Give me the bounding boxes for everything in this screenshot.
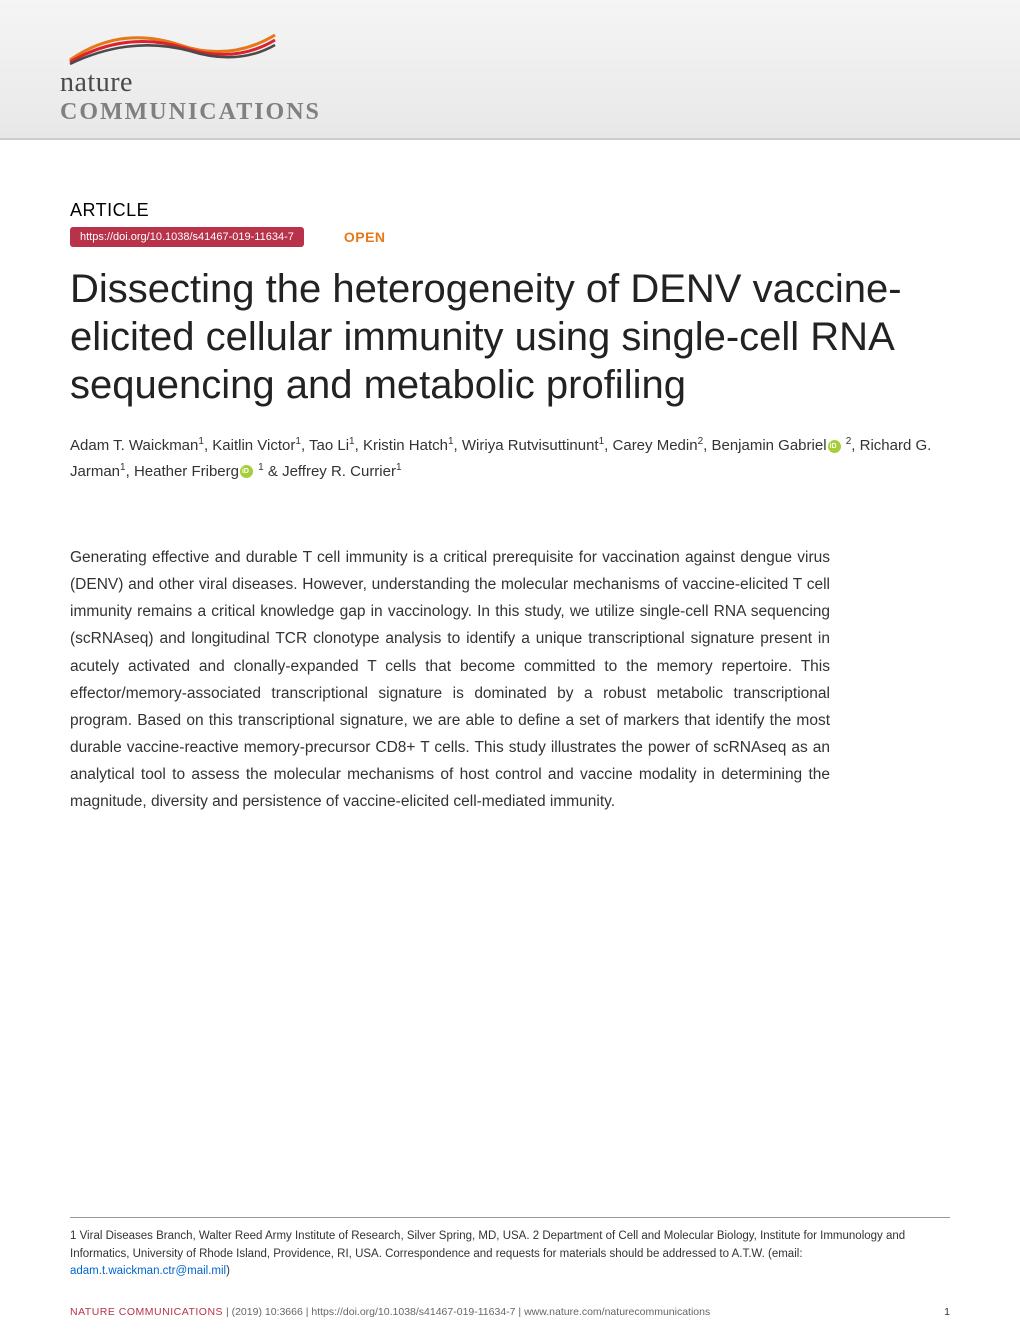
logo-communications-word: COMMUNICATIONS: [60, 99, 321, 126]
page-number: 1: [944, 1306, 950, 1318]
author: Kristin Hatch: [363, 437, 448, 454]
affil-sup: 1: [448, 436, 454, 447]
affiliations-block: 1 Viral Diseases Branch, Walter Reed Arm…: [70, 1217, 950, 1280]
logo-swoosh-icon: [60, 20, 280, 70]
author: Wiriya Rutvisuttinunt: [462, 437, 599, 454]
affil-sup: 1: [396, 462, 402, 473]
article-title: Dissecting the heterogeneity of DENV vac…: [70, 265, 950, 409]
affil-sup: 1: [349, 436, 355, 447]
orcid-icon[interactable]: [240, 465, 253, 478]
author: Tao Li: [309, 437, 349, 454]
affiliations-suffix: ): [226, 1265, 230, 1277]
author: Kaitlin Victor: [212, 437, 295, 454]
author: Jeffrey R. Currier: [282, 463, 396, 480]
affil-sup: 1: [295, 436, 301, 447]
affil-sup: 1: [120, 462, 126, 473]
open-access-label: OPEN: [344, 229, 386, 245]
affil-sup: 2: [846, 436, 852, 447]
journal-logo: nature COMMUNICATIONS: [60, 20, 321, 126]
page-footer: NATURE COMMUNICATIONS | (2019) 10:3666 |…: [70, 1306, 950, 1318]
abstract-text: Generating effective and durable T cell …: [70, 544, 830, 815]
author: Heather Friberg: [134, 463, 239, 480]
affil-sup: 2: [698, 436, 704, 447]
orcid-icon[interactable]: [828, 440, 841, 453]
doi-link[interactable]: https://doi.org/10.1038/s41467-019-11634…: [70, 227, 304, 247]
affiliations-text: 1 Viral Diseases Branch, Walter Reed Arm…: [70, 1230, 905, 1259]
author-list: Adam T. Waickman1, Kaitlin Victor1, Tao …: [70, 433, 950, 484]
logo-nature-word: nature: [60, 67, 321, 99]
logo-text: nature COMMUNICATIONS: [60, 67, 321, 126]
article-section-label: ARTICLE: [70, 200, 950, 221]
author: Benjamin Gabriel: [711, 437, 826, 454]
footer-journal: NATURE COMMUNICATIONS: [70, 1306, 223, 1318]
footer-citation: (2019) 10:3666 | https://doi.org/10.1038…: [232, 1306, 711, 1318]
article-content: ARTICLE https://doi.org/10.1038/s41467-0…: [0, 140, 1020, 815]
author: Carey Medin: [613, 437, 698, 454]
affil-sup: 1: [599, 436, 605, 447]
affil-sup: 1: [198, 436, 204, 447]
doi-row: https://doi.org/10.1038/s41467-019-11634…: [70, 227, 950, 247]
journal-banner: nature COMMUNICATIONS: [0, 0, 1020, 140]
correspondence-email-link[interactable]: adam.t.waickman.ctr@mail.mil: [70, 1265, 226, 1277]
affil-sup: 1: [258, 462, 264, 473]
author: Adam T. Waickman: [70, 437, 198, 454]
